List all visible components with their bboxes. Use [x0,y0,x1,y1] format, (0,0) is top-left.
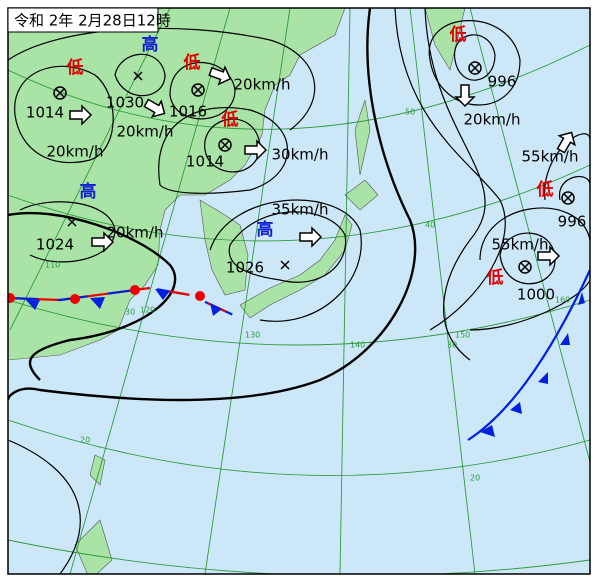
low-center-cross [55,88,65,98]
movement-arrow [143,98,166,118]
movement-speed: 20km/h [234,76,291,94]
low-center-cross [563,193,573,203]
system-kind: 高 [80,181,97,202]
low-center-cross [520,262,530,272]
movement-arrow [244,139,268,161]
honshu [239,214,353,319]
fronts [8,269,590,441]
grid-label: 160 [555,296,570,305]
central-pressure: 1024 [36,236,74,254]
movement-speed: 20km/h [117,123,174,141]
philippines [74,519,113,574]
low-center [561,191,575,205]
central-pressure: 1014 [186,153,224,171]
graticule [8,8,590,574]
system-kind: 低 [486,267,504,288]
high-center [67,217,77,227]
low-center-cross [470,63,480,73]
isobars [8,8,590,574]
movement-arrow [454,84,476,108]
movement-arrow [208,65,232,86]
grid-label: 120 [140,306,155,315]
system-kind: 高 [142,34,159,55]
low-center [53,86,67,100]
map-title: 令和 2年 2月28日12時 [14,12,171,30]
central-pressure: 1014 [26,104,64,122]
central-pressure: 1000 [517,286,555,304]
movement-arrow [556,131,576,154]
system-kind: 低 [449,24,467,45]
frame [7,7,591,575]
central-pressure: 1016 [169,103,207,121]
grid-label: 140 [350,341,365,350]
system-kind: 低 [183,52,201,73]
movement-arrow [299,226,323,248]
movement-speed: 20km/h [47,143,104,161]
central-pressure: 996 [558,213,587,231]
kamchatka [424,8,466,71]
grid-label: 150 [455,331,470,340]
movement-arrow [91,231,115,253]
pressure-systems: 低 1014 20km/h 高 1030 20km/h 低 1016 20km/h 低 1014 30… [26,24,586,304]
grid-label: 30 [447,341,457,350]
low-center [191,83,205,97]
movement-speed: 20km/h [107,224,164,242]
low-center-cross [220,140,230,150]
movement-speed: 55km/h [492,236,549,254]
low-center [218,138,232,152]
sakhalin [354,99,371,176]
title-box [7,7,159,33]
movement-speed: 20km/h [464,111,521,129]
grid-label: 130 [245,331,260,340]
korea [199,199,249,296]
system-kind: 高 [257,219,274,240]
movement-speed: 55km/h [522,148,579,166]
grid-label: 50 [405,108,415,117]
central-pressure: 1030 [106,94,144,112]
system-kind: 低 [221,109,239,130]
grid-labels: 50 40 30 20 20 110 120 130 140 150 160 30 [45,108,570,483]
low-center [518,260,532,274]
central-pressure: 996 [488,73,517,91]
system-kind: 低 [66,57,84,78]
system-kind: 低 [536,179,554,200]
grid-label: 110 [45,261,60,270]
low-center [468,61,482,75]
movement-speed: 30km/h [272,146,329,164]
movement-arrow [69,104,93,126]
high-center [280,260,290,270]
low-center-cross [193,85,203,95]
map-body: 低 1014 20km/h 高 1030 20km/h 低 1016 20km/h 低 1014 30… [8,8,590,574]
movement-arrow [537,245,561,267]
movement-speed: 35km/h [272,201,329,219]
continent [8,8,346,361]
grid-label: 40 [425,221,435,230]
grid-label: 20 [470,474,480,483]
hokkaido [344,179,379,211]
central-pressure: 1026 [226,259,264,277]
high-center [133,71,143,81]
grid-label: 20 [80,436,90,445]
grid-label: 30 [125,308,135,317]
